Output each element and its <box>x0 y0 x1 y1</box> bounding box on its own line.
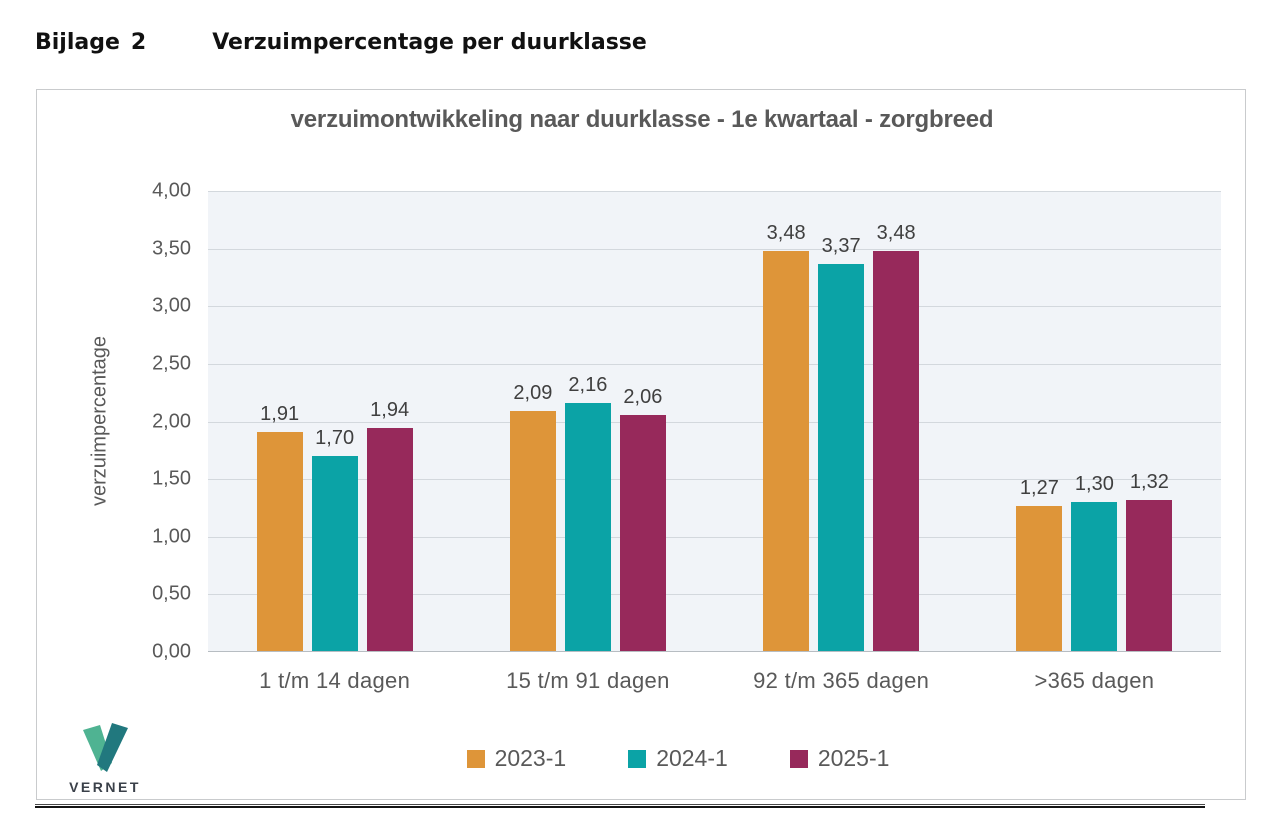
bar-2025-1 <box>1126 499 1173 652</box>
legend-swatch <box>466 749 485 768</box>
y-tick-label: 3,50 <box>152 237 191 260</box>
chart-card: verzuimontwikkeling naar duurklasse - 1e… <box>36 89 1246 800</box>
bar-2023-1 <box>1016 505 1063 652</box>
legend-label: 2025-1 <box>817 745 890 771</box>
bar-value-label: 2,09 <box>513 382 553 405</box>
heading-title: Verzuimpercentage per duurklasse <box>212 30 647 55</box>
legend-label: 2024-1 <box>656 745 728 771</box>
gridline <box>208 248 1221 250</box>
legend-swatch <box>789 749 808 768</box>
vernet-logo-text: VERNET <box>69 779 141 795</box>
y-axis-ticks: 4,00 3,50 3,00 2,50 2,00 1,50 1,00 0,50 0,00 <box>97 90 191 801</box>
bar-2023-1 <box>256 431 303 652</box>
legend-label: 2023-1 <box>494 745 567 771</box>
bar-value-label: 2,16 <box>568 374 608 397</box>
chart-legend: 2023-1 2024-1 2025-1 <box>37 745 1247 772</box>
x-axis-labels: 1 t/m 14 dagen 15 t/m 91 dagen 92 t/m 365 … <box>208 668 1221 698</box>
bar-value-label: 1,27 <box>1019 476 1059 499</box>
gridline <box>208 651 1221 652</box>
bar-2024-1 <box>1071 502 1118 652</box>
bar-value-label: 2,06 <box>623 385 663 408</box>
bar-2025-1 <box>873 250 920 652</box>
gridline <box>208 363 1221 365</box>
y-tick-label: 4,00 <box>152 179 191 202</box>
bar-value-label: 3,48 <box>766 221 806 244</box>
bar-value-label: 1,30 <box>1074 473 1114 496</box>
bar-2023-1 <box>763 250 810 652</box>
bar-value-label: 3,37 <box>821 234 861 257</box>
y-tick-label: 2,50 <box>152 352 191 375</box>
y-tick-label: 1,50 <box>152 467 191 490</box>
y-tick-label: 0,00 <box>152 640 191 663</box>
logo-right-arm <box>97 723 128 772</box>
plot-area: 1,91 1,70 1,94 2,09 2,16 2,06 3,48 3,37 3,48 1,27… <box>208 191 1221 652</box>
legend-swatch <box>628 749 647 768</box>
gridline <box>208 306 1221 308</box>
document-heading: Bijlage 2 Verzuimpercentage per duurklasse <box>35 30 647 55</box>
chart-title: verzuimontwikkeling naar duurklasse - 1e… <box>290 106 994 133</box>
legend-item: 2024-1 <box>628 745 728 772</box>
y-tick-label: 3,00 <box>152 294 191 317</box>
gridline <box>208 479 1221 481</box>
legend-item: 2023-1 <box>466 745 567 772</box>
y-tick-label: 2,00 <box>152 410 191 432</box>
bar-2024-1 <box>818 263 865 652</box>
x-axis-label: 15 t/m 91 dagen <box>506 668 670 693</box>
bar-value-label: 1,32 <box>1129 470 1169 493</box>
vernet-logo: VERNET <box>51 723 159 795</box>
x-axis-label: >365 dagen <box>1034 668 1155 693</box>
bar-2024-1 <box>564 403 611 652</box>
bottom-divider <box>35 804 1205 808</box>
bar-2023-1 <box>509 411 556 652</box>
bar-2025-1 <box>366 428 413 652</box>
gridline <box>208 536 1221 538</box>
legend-item: 2025-1 <box>789 745 890 772</box>
bar-value-label: 1,91 <box>260 402 300 425</box>
vernet-logo-mark <box>83 723 128 772</box>
bar-2024-1 <box>311 456 358 652</box>
bar-value-label: 1,70 <box>315 427 355 450</box>
y-tick-label: 0,50 <box>152 582 191 605</box>
gridline <box>208 421 1221 423</box>
heading-label: Bijlage <box>35 30 120 55</box>
x-axis-label: 1 t/m 14 dagen <box>259 668 411 693</box>
x-axis-label: 92 t/m 365 dagen <box>753 668 930 693</box>
y-tick-label: 1,00 <box>152 525 191 548</box>
bar-2025-1 <box>619 414 666 652</box>
bar-value-label: 3,48 <box>876 221 916 244</box>
gridline <box>208 191 1221 192</box>
gridline <box>208 594 1221 596</box>
bar-value-label: 1,94 <box>370 399 410 422</box>
heading-number: 2 <box>130 30 147 55</box>
